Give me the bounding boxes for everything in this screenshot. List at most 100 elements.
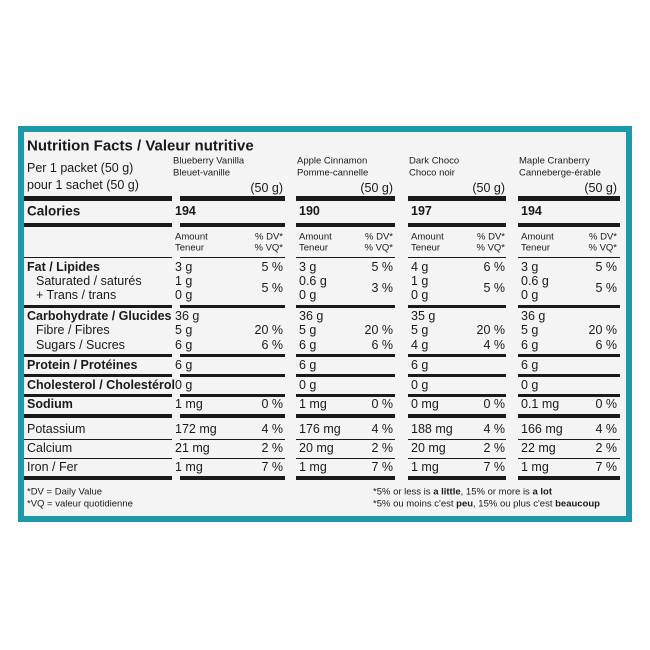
nutrient-amount: 0.6 g (299, 273, 327, 288)
nutrient-amount: 5 g (299, 322, 317, 337)
rule (408, 457, 506, 459)
rule (296, 438, 395, 440)
nutrient-label: Potassium (27, 421, 86, 436)
nutrient-dv: 5 % (371, 259, 393, 274)
nutrient-dv: 2 % (261, 440, 283, 455)
nutrient-amount: 6 g (299, 337, 317, 352)
nutrient-amount: 0 g (411, 287, 429, 302)
nutrient-dv: 20 % (588, 322, 618, 337)
nutrient-dv: 4 % (483, 421, 505, 436)
rule (408, 438, 506, 440)
nutrient-amount: 6 g (175, 337, 193, 352)
amount-header: Teneur (299, 242, 329, 254)
nutrient-amount: 21 mg (175, 440, 210, 455)
rule (180, 457, 285, 459)
nutrient-dv: 5 % (261, 280, 283, 295)
rule (408, 476, 506, 480)
nutrient-dv: 6 % (371, 337, 393, 352)
amount-header: Amount (521, 231, 554, 243)
rule (24, 373, 172, 377)
nutrient-amount: 20 mg (299, 440, 334, 455)
nutrient-dv: 6 % (595, 337, 617, 352)
calories-value: 194 (521, 203, 542, 218)
rule (180, 373, 285, 377)
nutrient-dv: 7 % (483, 459, 505, 474)
nutrient-dv: 0 % (261, 396, 283, 411)
nutrient-amount: 20 mg (411, 440, 446, 455)
dv-header: % VQ* (364, 242, 393, 254)
amount-header: Amount (411, 231, 444, 243)
dv-header: % VQ* (476, 242, 505, 254)
rule (296, 256, 395, 258)
nutrient-dv: 20 % (476, 322, 506, 337)
nutrient-amount: 1 mg (411, 459, 439, 474)
nutrient-amount: 0 mg (411, 396, 439, 411)
rule (24, 414, 172, 418)
rule (518, 457, 620, 459)
nutrient-amount: 5 g (521, 322, 539, 337)
serving-size: Per 1 packet (50 g) (27, 160, 134, 175)
nutrient-amount: 0 g (299, 377, 317, 392)
nutrient-amount: 1 mg (175, 459, 203, 474)
serving-amount: (50 g) (472, 180, 505, 195)
footnote-emphasis: a little (433, 486, 461, 498)
footnote-emphasis: a lot (532, 486, 552, 498)
nutrient-amount: 36 g (175, 308, 200, 323)
nutrient-dv: 5 % (595, 259, 617, 274)
dv-header: % VQ* (254, 242, 283, 254)
column-name-fr: Canneberge-érable (519, 167, 601, 179)
nutrient-amount: 0 g (411, 377, 429, 392)
rule (296, 414, 395, 418)
column-name-fr: Pomme-cannelle (297, 167, 369, 179)
rule (518, 304, 620, 308)
nutrient-label: Sugars / Sucres (36, 337, 125, 352)
rule (408, 393, 506, 397)
rule (296, 353, 395, 357)
nutrient-amount: 1 g (411, 273, 429, 288)
footnote: *5% ou moins c'est peu, 15% ou plus c'es… (373, 499, 600, 509)
nutrient-dv: 5 % (483, 280, 505, 295)
nutrient-amount: 3 g (521, 259, 539, 274)
rule (408, 414, 506, 418)
nutrient-amount: 3 g (175, 259, 193, 274)
rule (296, 223, 395, 227)
calories-value: 194 (175, 203, 196, 218)
nutrient-amount: 6 g (175, 357, 193, 372)
nutrient-label: Carbohydrate / Glucides (27, 308, 172, 323)
rule (296, 393, 395, 397)
nutrient-amount: 1 mg (521, 459, 549, 474)
rule (24, 393, 172, 397)
footnote-emphasis: peu (456, 498, 474, 510)
amount-header: Amount (299, 231, 332, 243)
rule (408, 223, 506, 227)
footnote-text: *5% or less is (373, 486, 434, 498)
nutrient-label: Cholesterol / Cholestérol (27, 377, 175, 392)
nutrient-amount: 0 g (521, 287, 539, 302)
rule (518, 195, 620, 201)
nutrient-dv: 7 % (595, 459, 617, 474)
rule (180, 256, 285, 258)
rule (518, 476, 620, 480)
nutrient-amount: 5 g (175, 322, 193, 337)
rule (518, 438, 620, 440)
rule (408, 304, 506, 308)
rule (180, 223, 285, 227)
nutrient-amount: 176 mg (299, 421, 341, 436)
nutrient-amount: 0 g (175, 377, 193, 392)
rule (296, 476, 395, 480)
nutrient-label: + Trans / trans (36, 287, 117, 302)
amount-header: Teneur (521, 242, 551, 254)
rule (180, 393, 285, 397)
column-name-fr: Bleuet-vanille (173, 167, 231, 179)
nutrient-amount: 188 mg (411, 421, 453, 436)
rule (24, 304, 172, 308)
serving-amount: (50 g) (360, 180, 393, 195)
nutrient-amount: 0.1 mg (521, 396, 560, 411)
rule (180, 476, 285, 480)
rule (518, 353, 620, 357)
nutrient-amount: 36 g (299, 308, 324, 323)
column-name: Blueberry Vanilla (173, 155, 245, 167)
nutrient-dv: 2 % (483, 440, 505, 455)
nutrient-dv: 0 % (371, 396, 393, 411)
